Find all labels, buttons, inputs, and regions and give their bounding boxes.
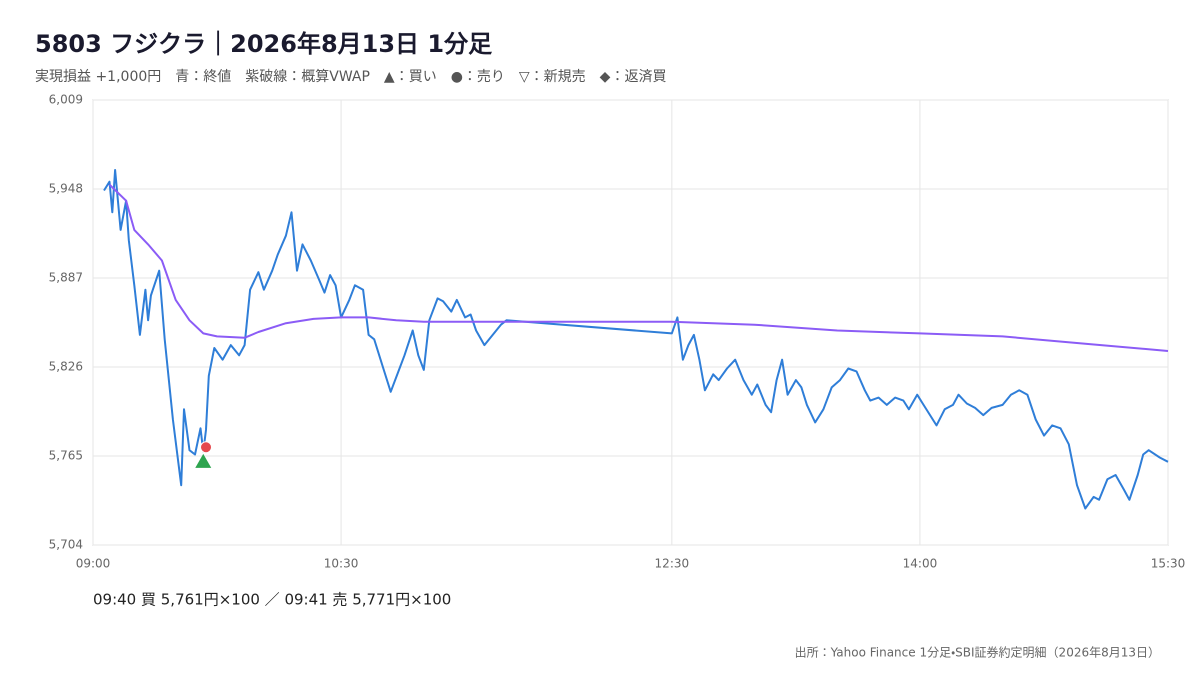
price-line bbox=[108, 183, 1169, 352]
chart-subtitle: 実現損益 +1,000円 青：終値 紫破線：概算VWAP ▲：買い ●：売り ▽… bbox=[35, 69, 666, 85]
sell-marker bbox=[200, 441, 213, 454]
x-tick-label: 12:30 bbox=[655, 557, 690, 571]
y-tick-label: 5,704 bbox=[49, 538, 83, 552]
x-tick-label: 15:30 bbox=[1151, 557, 1186, 571]
x-tick-label: 09:00 bbox=[76, 557, 111, 571]
y-tick-label: 5,765 bbox=[49, 449, 83, 463]
y-tick-label: 6,009 bbox=[49, 93, 83, 107]
buy-marker bbox=[195, 453, 212, 468]
trade-note: 09:40 買 5,761円×100 ／ 09:41 売 5,771円×100 bbox=[93, 591, 451, 609]
chart-title: 5803 フジクラ｜2026年8月13日 1分足 bbox=[35, 30, 492, 58]
y-tick-label: 5,948 bbox=[49, 182, 83, 196]
x-tick-label: 14:00 bbox=[903, 557, 938, 571]
price-line bbox=[103, 169, 1169, 510]
x-tick-label: 10:30 bbox=[324, 557, 359, 571]
y-tick-label: 5,826 bbox=[49, 360, 83, 374]
y-tick-label: 5,887 bbox=[49, 271, 83, 285]
source: 出所：Yahoo Finance 1分足・SBI証券約定明細（2026年8月13… bbox=[795, 645, 1160, 660]
